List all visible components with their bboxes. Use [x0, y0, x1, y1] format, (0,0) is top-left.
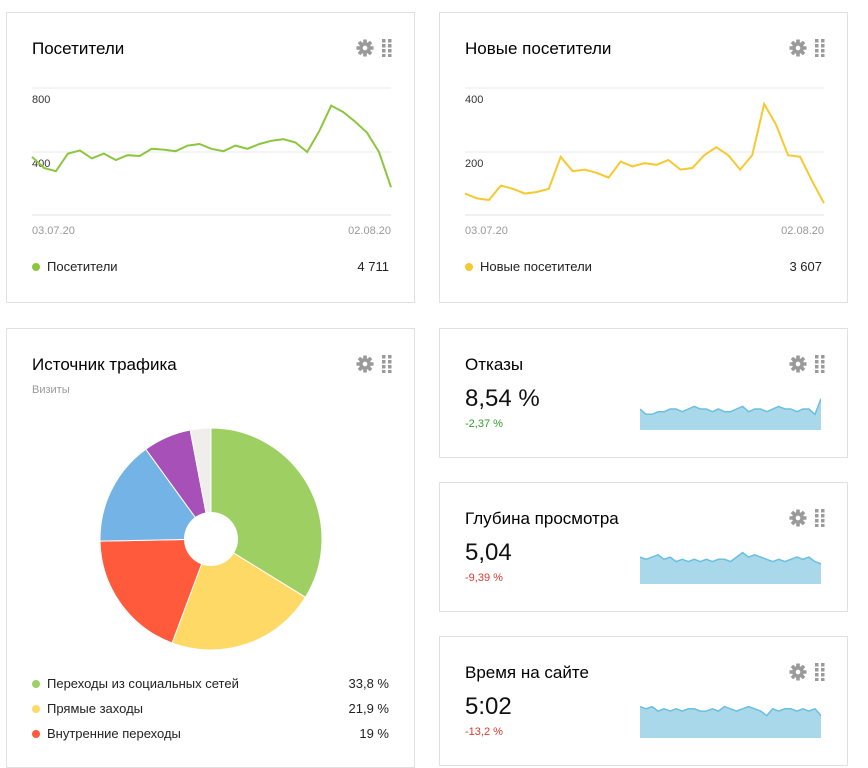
time-sparkline	[640, 705, 821, 738]
legend-row[interactable]: Прямые заходы 21,9 %	[32, 696, 389, 721]
bounce-title: Отказы	[465, 355, 524, 374]
pie-slice-1[interactable]	[171, 538, 307, 651]
bounce-sparkline	[640, 398, 821, 430]
depth-tools	[789, 509, 825, 527]
legend-value: 19 %	[359, 726, 389, 741]
sparkline-area	[640, 398, 821, 430]
time-delta: -13,2 %	[465, 726, 503, 738]
legend-row[interactable]: Переходы из социальных сетей 33,8 %	[32, 671, 389, 696]
depth-sparkline	[640, 551, 821, 584]
depth-title: Глубина просмотра	[465, 509, 619, 528]
legend-value: 33,8 %	[348, 676, 389, 691]
depth-widget: Глубина просмотра 5,04 -9,39 %	[439, 482, 848, 612]
legend-dot	[32, 729, 40, 738]
pie-slice-5[interactable]	[189, 427, 212, 540]
new-visitors-chart: 400 200 03.07.20 02.08.20	[464, 87, 825, 237]
legend-label: Прямые заходы	[47, 701, 144, 716]
bounce-value: 8,54 %	[465, 385, 540, 412]
legend-dot	[465, 262, 473, 271]
depth-delta: -9,39 %	[465, 572, 503, 584]
traffic-legend: Переходы из социальных сетей 33,8 % Прям…	[32, 671, 389, 746]
bounce-delta: -2,37 %	[465, 418, 503, 430]
sparkline-line	[640, 551, 821, 565]
y-tick-label: 400	[465, 94, 483, 106]
x-start-label: 03.07.20	[32, 225, 75, 237]
traffic-source-widget: Источник трафика Визиты Переходы из соци…	[6, 328, 415, 768]
new-visitors-widget: Новые посетители 400 200 03.07.20 02.08.…	[439, 12, 848, 303]
x-start-label: 03.07.20	[465, 225, 508, 237]
legend-label: Внутренние переходы	[47, 726, 181, 741]
drag-handle-icon[interactable]	[815, 509, 825, 527]
pie-slice-2[interactable]	[99, 538, 212, 644]
time-widget: Время на сайте 5:02 -13,2 %	[439, 636, 848, 766]
legend-label: Новые посетители	[480, 259, 592, 274]
legend-label: Посетители	[47, 259, 118, 274]
drag-handle-icon[interactable]	[815, 663, 825, 681]
sparkline-line	[640, 398, 821, 416]
traffic-subtitle: Визиты	[32, 384, 70, 396]
traffic-pie-chart	[99, 427, 323, 651]
bounce-tools	[789, 355, 825, 373]
pie-center-hole	[184, 512, 238, 566]
legend-dot	[32, 704, 40, 713]
y-tick-label: 200	[465, 158, 483, 170]
new-visitors-title: Новые посетители	[465, 39, 612, 58]
drag-handle-icon[interactable]	[815, 355, 825, 373]
pie-slice-0[interactable]	[210, 427, 323, 598]
visitors-widget: Посетители 800 400 03.07.20 02.08.20 Пос…	[6, 12, 415, 303]
traffic-title: Источник трафика	[32, 355, 177, 374]
new-visitors-series-line	[464, 101, 825, 204]
bounce-widget: Отказы 8,54 % -2,37 %	[439, 328, 848, 458]
legend-dot	[32, 262, 40, 271]
new-visitors-legend: Новые посетители 3 607	[465, 259, 822, 274]
visitors-series-line	[31, 104, 392, 188]
gear-icon[interactable]	[789, 355, 807, 373]
sparkline-line	[640, 705, 821, 717]
sparkline-area	[640, 552, 821, 584]
visitors-legend: Посетители 4 711	[32, 259, 389, 274]
depth-value: 5,04	[465, 539, 512, 566]
legend-value: 21,9 %	[348, 701, 389, 716]
x-end-label: 02.08.20	[348, 225, 391, 237]
pie-slice-3[interactable]	[99, 448, 212, 542]
gear-icon[interactable]	[789, 663, 807, 681]
visitors-title: Посетители	[32, 39, 125, 58]
legend-dot	[32, 679, 40, 688]
x-end-label: 02.08.20	[781, 225, 824, 237]
time-tools	[789, 663, 825, 681]
y-tick-label: 800	[32, 94, 50, 106]
legend-total: 3 607	[789, 259, 822, 274]
time-title: Время на сайте	[465, 663, 589, 682]
time-value: 5:02	[465, 693, 512, 720]
legend-label: Переходы из социальных сетей	[47, 676, 239, 691]
sparkline-area	[640, 706, 821, 738]
legend-row[interactable]: Внутренние переходы 19 %	[32, 721, 389, 746]
visitors-chart: 800 400 03.07.20 02.08.20	[31, 87, 392, 237]
gear-icon[interactable]	[789, 509, 807, 527]
legend-total: 4 711	[357, 259, 389, 274]
